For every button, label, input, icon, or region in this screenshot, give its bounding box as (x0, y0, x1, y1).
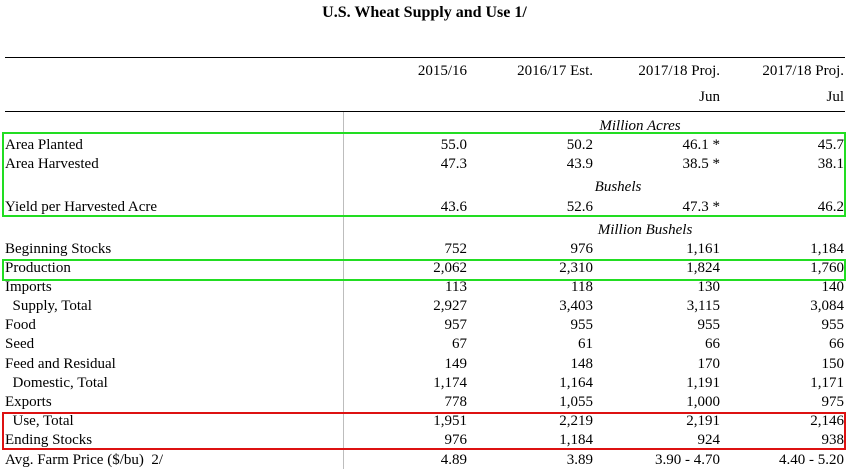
row-value: 67 (452, 336, 467, 352)
col-header-2017-18-jun: 2017/18 Proj. (638, 63, 720, 79)
row-value: 1,951 (433, 413, 467, 429)
row-value: 976 (444, 432, 468, 448)
row-value: 4.89 (440, 452, 467, 468)
row-value: 4.40 - 5.20 (779, 452, 844, 468)
row-value: 47.3 * (682, 199, 721, 215)
highlight-production (2, 259, 846, 281)
row-value: 46.1 * (682, 137, 721, 153)
row-value: 2,310 (559, 260, 593, 276)
row-value: 2,219 (559, 413, 593, 429)
unit-million-acres: Million Acres (599, 118, 681, 134)
row-value: 45.7 (817, 137, 844, 153)
row-value: 2,191 (686, 413, 720, 429)
row-value: 1,184 (559, 432, 593, 448)
row-value: 955 (821, 317, 845, 333)
row-value: 1,184 (810, 241, 844, 257)
row-label: Imports (5, 279, 52, 295)
row-label: Area Planted (5, 137, 83, 153)
row-value: 976 (570, 241, 594, 257)
row-value: 66 (705, 336, 720, 352)
row-value: 938 (821, 432, 845, 448)
row-value: 149 (444, 356, 468, 372)
row-value: 55.0 (440, 137, 467, 153)
row-label: Food (5, 317, 36, 333)
row-value: 170 (697, 356, 721, 372)
row-value: 38.5 * (682, 156, 721, 172)
row-value: 957 (444, 317, 468, 333)
column-divider (343, 112, 344, 469)
row-label: Area Harvested (5, 156, 99, 172)
row-value: 2,146 (810, 413, 844, 429)
row-label: Ending Stocks (5, 432, 93, 448)
row-value: 1,000 (686, 394, 720, 410)
row-value: 3.89 (566, 452, 593, 468)
row-value: 148 (570, 356, 594, 372)
row-label: Beginning Stocks (5, 241, 112, 257)
row-value: 113 (445, 279, 467, 295)
row-label: Exports (5, 394, 52, 410)
col-header-2016-17: 2016/17 Est. (517, 63, 593, 79)
row-value: 1,164 (559, 375, 593, 391)
header-rule (5, 111, 845, 112)
unit-million-bushels: Million Bushels (597, 222, 693, 238)
row-value: 1,171 (810, 375, 844, 391)
row-value: 1,760 (810, 260, 844, 276)
row-value: 150 (821, 356, 845, 372)
row-value: 1,191 (686, 375, 720, 391)
row-value: 43.6 (440, 199, 467, 215)
row-label: Seed (5, 336, 35, 352)
row-value: 2,927 (433, 298, 467, 314)
row-value: 778 (444, 394, 468, 410)
row-value: 43.9 (566, 156, 593, 172)
col-header-2015-16: 2015/16 (417, 63, 467, 79)
row-value: 975 (821, 394, 845, 410)
highlight-use-ending-stocks (2, 412, 846, 450)
row-label: Production (5, 260, 71, 276)
unit-bushels: Bushels (594, 179, 642, 195)
row-value: 924 (697, 432, 721, 448)
row-label: Use, Total (5, 413, 74, 429)
col-header-2017-18-jul: 2017/18 Proj. (762, 63, 844, 79)
highlight-acreage-yield (2, 132, 846, 217)
row-label: Feed and Residual (5, 356, 116, 372)
row-value: 3,403 (559, 298, 593, 314)
row-value: 130 (697, 279, 721, 295)
row-value: 38.1 (817, 156, 844, 172)
row-value: 66 (829, 336, 844, 352)
row-value: 955 (570, 317, 594, 333)
row-value: 1,174 (433, 375, 467, 391)
row-value: 61 (578, 336, 593, 352)
top-rule (5, 57, 845, 58)
row-value: 140 (821, 279, 845, 295)
row-label: Avg. Farm Price ($/bu) 2/ (5, 452, 164, 468)
row-value: 1,161 (686, 241, 720, 257)
row-value: 47.3 (440, 156, 467, 172)
row-value: 3,084 (810, 298, 844, 314)
row-value: 2,062 (433, 260, 467, 276)
table-title: U.S. Wheat Supply and Use 1/ (322, 4, 527, 21)
row-value: 1,824 (686, 260, 720, 276)
row-value: 50.2 (566, 137, 593, 153)
row-value: 955 (697, 317, 721, 333)
row-value: 118 (571, 279, 593, 295)
col-header-jun: Jun (699, 89, 720, 105)
col-header-jul: Jul (826, 89, 844, 105)
row-value: 46.2 (817, 199, 844, 215)
row-label: Domestic, Total (5, 375, 108, 391)
row-value: 752 (444, 241, 468, 257)
row-value: 1,055 (559, 394, 593, 410)
row-label: Supply, Total (5, 298, 92, 314)
row-value: 52.6 (566, 199, 593, 215)
row-value: 3,115 (686, 298, 720, 314)
row-value: 3.90 - 4.70 (655, 452, 720, 468)
row-label: Yield per Harvested Acre (5, 199, 158, 215)
